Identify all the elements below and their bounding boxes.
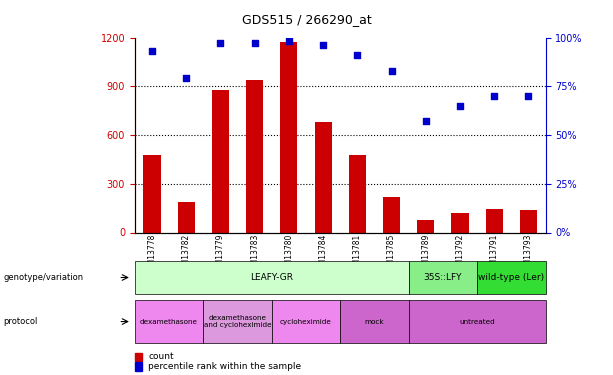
Bar — [383, 197, 400, 232]
Text: mock: mock — [365, 318, 384, 324]
Bar — [520, 210, 537, 232]
Bar — [349, 154, 366, 232]
Text: 35S::LFY: 35S::LFY — [424, 273, 462, 282]
Text: count: count — [148, 352, 174, 361]
Point — [524, 93, 533, 99]
Point — [387, 68, 397, 74]
Text: untreated: untreated — [459, 318, 495, 324]
Text: protocol: protocol — [3, 317, 37, 326]
Text: cycloheximide: cycloheximide — [280, 318, 332, 324]
Text: GDS515 / 266290_at: GDS515 / 266290_at — [242, 13, 371, 26]
Point — [318, 42, 328, 48]
Point — [455, 103, 465, 109]
Text: dexamethasone
and cycloheximide: dexamethasone and cycloheximide — [204, 315, 272, 328]
Text: LEAFY-GR: LEAFY-GR — [250, 273, 293, 282]
Point — [181, 75, 191, 81]
Bar — [451, 213, 468, 232]
Bar — [417, 220, 435, 232]
Point — [421, 118, 431, 124]
Bar — [314, 122, 332, 232]
Point — [147, 48, 157, 54]
Bar — [212, 90, 229, 232]
Bar — [246, 80, 263, 232]
Point — [489, 93, 499, 99]
Text: dexamethasone: dexamethasone — [140, 318, 198, 324]
Bar — [485, 209, 503, 232]
Text: percentile rank within the sample: percentile rank within the sample — [148, 362, 302, 371]
Bar — [143, 154, 161, 232]
Text: genotype/variation: genotype/variation — [3, 273, 83, 282]
Point — [216, 40, 226, 46]
Point — [284, 38, 294, 44]
Point — [249, 40, 259, 46]
Text: wild-type (Ler): wild-type (Ler) — [478, 273, 544, 282]
Bar — [280, 42, 297, 232]
Point — [352, 52, 362, 58]
Bar — [178, 202, 195, 232]
